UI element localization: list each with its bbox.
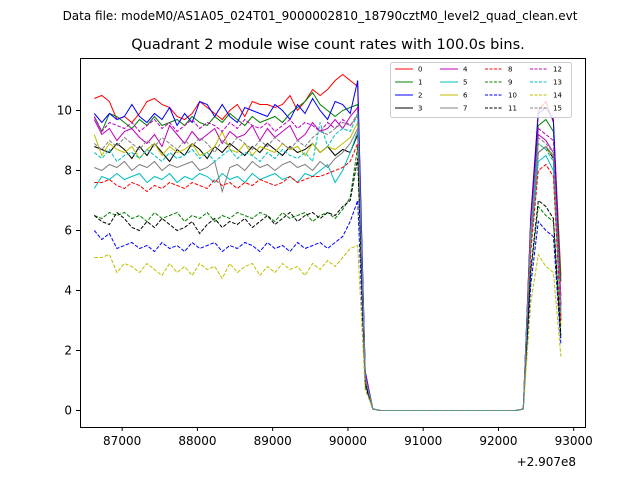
legend-label-1: 1 xyxy=(418,79,422,87)
legend-label-7: 7 xyxy=(463,105,467,113)
legend-label-3: 3 xyxy=(418,105,422,113)
y-tick-label: 8 xyxy=(64,164,72,178)
legend-label-15: 15 xyxy=(553,105,562,113)
x-tick-label: 87000 xyxy=(103,434,141,448)
x-tick-label: 89000 xyxy=(254,434,292,448)
legend-label-6: 6 xyxy=(463,92,468,100)
legend-label-4: 4 xyxy=(463,66,468,74)
series-layer xyxy=(93,73,562,411)
legend-label-5: 5 xyxy=(463,79,467,87)
legend-label-12: 12 xyxy=(553,66,562,74)
x-axis: 87000 88000 89000 90000 91000 92000 93000 xyxy=(103,427,593,448)
chart-title: Quadrant 2 module wise count rates with … xyxy=(131,37,525,53)
y-axis: 0 2 4 6 8 10 xyxy=(57,104,80,418)
legend-label-8: 8 xyxy=(508,66,512,74)
legend-label-9: 9 xyxy=(508,79,512,87)
y-tick-label: 4 xyxy=(64,284,72,298)
x-tick-label: 90000 xyxy=(329,434,367,448)
legend-label-14: 14 xyxy=(553,92,562,100)
y-tick-label: 0 xyxy=(64,404,72,418)
plot-frame xyxy=(80,58,586,428)
y-tick-label: 10 xyxy=(57,104,72,118)
data-file-label: Data file: modeM0/AS1A05_024T01_90000028… xyxy=(63,9,578,23)
x-tick-label: 88000 xyxy=(178,434,216,448)
x-tick-label: 92000 xyxy=(479,434,517,448)
legend-label-2: 2 xyxy=(418,92,422,100)
y-tick-label: 2 xyxy=(64,344,72,358)
x-offset-label: +2.907e8 xyxy=(517,455,576,469)
x-tick-label: 93000 xyxy=(555,434,593,448)
legend-label-10: 10 xyxy=(508,92,517,100)
legend-label-13: 13 xyxy=(553,79,562,87)
x-tick-label: 91000 xyxy=(404,434,442,448)
legend-label-11: 11 xyxy=(508,105,517,113)
series-line-11 xyxy=(93,158,562,411)
legend-label-0: 0 xyxy=(418,66,422,74)
y-tick-label: 6 xyxy=(64,224,72,238)
series-line-15 xyxy=(93,111,562,411)
legend-frame xyxy=(390,62,572,118)
